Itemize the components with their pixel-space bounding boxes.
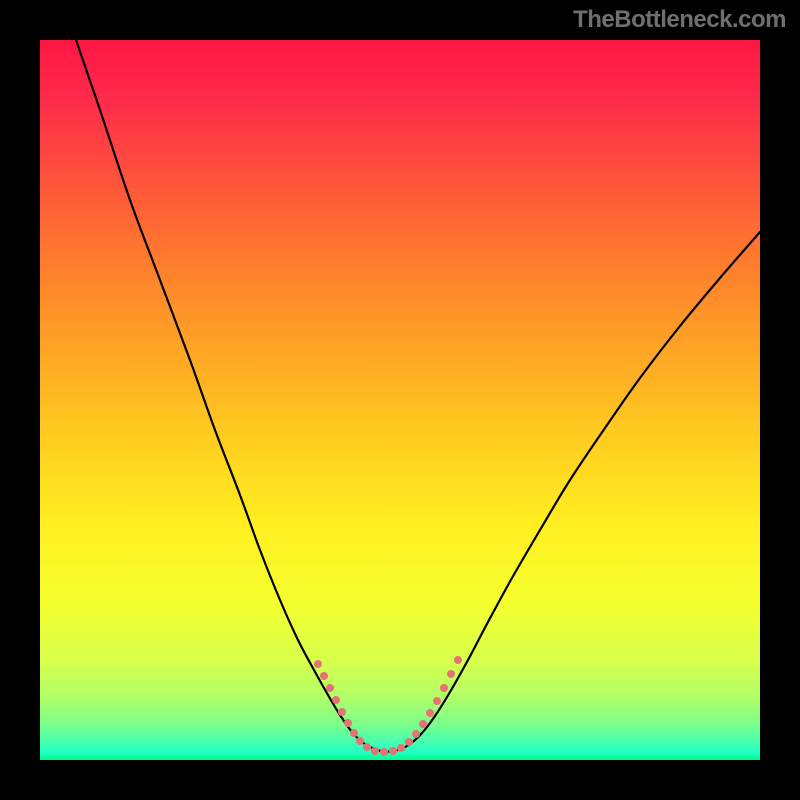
chart-frame: TheBottleneck.com bbox=[0, 0, 800, 800]
highlight-dot bbox=[314, 660, 322, 668]
highlight-dot bbox=[356, 737, 364, 745]
highlight-dot bbox=[440, 684, 448, 692]
highlight-dot bbox=[405, 738, 413, 746]
attribution-label: TheBottleneck.com bbox=[573, 6, 786, 34]
highlight-dot bbox=[380, 748, 388, 756]
curve-right bbox=[384, 232, 760, 752]
highlight-dot bbox=[332, 696, 340, 704]
highlight-dot bbox=[350, 729, 358, 737]
highlight-dot bbox=[433, 697, 441, 705]
highlight-dot bbox=[320, 672, 328, 680]
highlight-dot bbox=[397, 744, 405, 752]
plot-area bbox=[40, 40, 760, 760]
highlight-dot bbox=[326, 684, 334, 692]
highlight-dot bbox=[454, 656, 462, 664]
curve-layer bbox=[40, 40, 760, 760]
highlight-dot bbox=[412, 730, 420, 738]
highlight-dot bbox=[419, 720, 427, 728]
curve-left bbox=[76, 40, 384, 752]
highlight-dot bbox=[363, 743, 371, 751]
highlight-dot bbox=[371, 747, 379, 755]
highlight-dot bbox=[338, 708, 346, 716]
highlight-dot bbox=[426, 709, 434, 717]
highlight-dot bbox=[447, 670, 455, 678]
highlight-dots bbox=[314, 656, 462, 756]
highlight-dot bbox=[389, 747, 397, 755]
highlight-dot bbox=[344, 719, 352, 727]
